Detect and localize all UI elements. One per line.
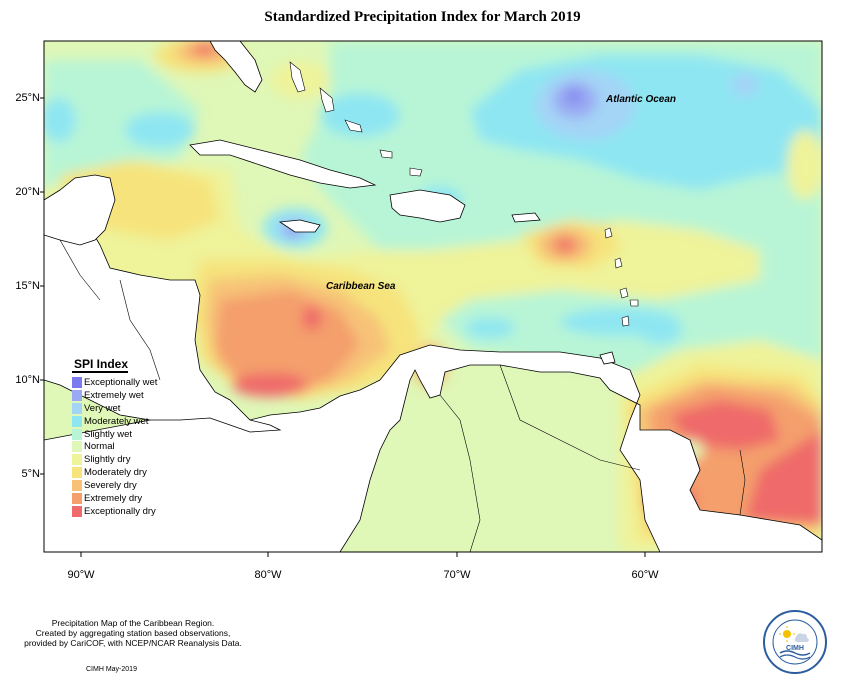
legend-item: Exceptionally wet: [72, 376, 192, 389]
cuba-land: [189, 139, 377, 189]
legend-swatch: [72, 389, 82, 401]
trinidad-land: [599, 351, 616, 365]
extremely-dry-carib: [215, 290, 360, 395]
atlantic-ocean-label: Atlantic Ocean: [606, 94, 677, 105]
lat-tick-25: 25°N: [15, 92, 40, 104]
exceptionally-dry-guianas2: [745, 430, 822, 525]
spi-legend: SPI Index Exceptionally wet Extremely wet…: [72, 355, 192, 518]
legend-swatch: [72, 428, 82, 440]
lat-tick-15: 15°N: [15, 280, 40, 292]
florida-land: [209, 41, 263, 93]
central-america-land: [44, 227, 282, 433]
legend-label: Extremely wet: [84, 389, 144, 401]
moderately-wet-central: [465, 318, 515, 338]
exceptionally-dry-carib2: [302, 306, 322, 330]
country-borders: [59, 239, 746, 552]
legend-label: Very wet: [84, 402, 121, 414]
lon-tick-80: 80°W: [254, 569, 282, 581]
legend-swatch: [72, 402, 82, 414]
moderately-wet-gulf: [44, 98, 76, 142]
legend-item: Normal: [72, 440, 192, 453]
lon-tick-70: 70°W: [443, 569, 471, 581]
legend-title: SPI Index: [72, 357, 129, 373]
legend-swatch: [72, 454, 82, 466]
legend-label: Exceptionally wet: [84, 376, 158, 388]
legend-label: Normal: [84, 441, 115, 453]
legend-item: Severely dry: [72, 479, 192, 492]
footer-line-2: Created by aggregating station based obs…: [35, 628, 231, 638]
moderately-wet-cuba: [125, 112, 195, 148]
cimh-logo: CIMH: [763, 610, 827, 674]
footer-line-1: Precipitation Map of the Caribbean Regio…: [51, 618, 215, 628]
lat-tick-5: 5°N: [21, 468, 40, 480]
moderately-wet-bahamas: [320, 93, 400, 137]
exceptionally-wet-atlantic: [567, 90, 581, 102]
legend-item: Extremely dry: [72, 492, 192, 505]
yucatan-land: [44, 174, 116, 246]
footer-line-3: provided by CariCOF, with NCEP/NCAR Rean…: [24, 638, 242, 648]
legend-label: Severely dry: [84, 480, 137, 492]
legend-label: Exceptionally dry: [84, 505, 156, 517]
legend-item: Moderately dry: [72, 466, 192, 479]
exceptionally-dry-carib: [232, 373, 308, 397]
legend-swatch: [72, 376, 82, 388]
legend-label: Extremely dry: [84, 492, 143, 504]
very-wet-east: [731, 73, 759, 97]
cloud-icon: [794, 633, 809, 642]
legend-item: Moderately wet: [72, 415, 192, 428]
legend-item: Extremely wet: [72, 389, 192, 402]
land-masses: [44, 41, 822, 552]
legend-label: Moderately wet: [84, 415, 149, 427]
legend-swatch: [72, 480, 82, 492]
jamaica-land: [278, 219, 321, 233]
exceptionally-dry-guianas: [670, 400, 780, 450]
map-frame: [43, 40, 823, 553]
footer-credit: CIMH May-2019: [86, 666, 137, 673]
slightly-wet-west: [44, 60, 200, 200]
exceptionally-dry-leewards: [557, 239, 573, 251]
legend-item: Slightly dry: [72, 453, 192, 466]
spi-field: [44, 41, 822, 552]
legend-label: Slightly wet: [84, 428, 133, 440]
legend-swatch: [72, 441, 82, 453]
logo-text: CIMH: [786, 645, 804, 652]
slightly-dry-east: [787, 130, 822, 200]
legend-swatch: [72, 505, 82, 517]
wave-icon: [779, 650, 811, 656]
legend-rows: Exceptionally wet Extremely wet Very wet Mo…: [72, 376, 192, 518]
sun-icon: [783, 630, 791, 638]
hispaniola-land: [389, 189, 466, 223]
exceptionally-dry-florida: [195, 43, 215, 53]
legend-swatch: [72, 467, 82, 479]
legend-swatch: [72, 415, 82, 427]
legend-item: Very wet: [72, 402, 192, 415]
legend-label: Moderately dry: [84, 467, 147, 479]
lat-tick-10: 10°N: [15, 374, 40, 386]
legend-label: Slightly dry: [84, 454, 131, 466]
moderately-wet-lesser: [638, 316, 682, 344]
map-title: Standardized Precipitation Index for Mar…: [264, 9, 581, 25]
small-islands: [289, 61, 639, 327]
puerto-rico-land: [511, 212, 541, 223]
legend-item: Slightly wet: [72, 428, 192, 441]
axis-ticks: [40, 97, 646, 557]
footer-note: Precipitation Map of the Caribbean Regio…: [8, 618, 258, 648]
legend-item: Exceptionally dry: [72, 505, 192, 518]
lon-tick-90: 90°W: [67, 569, 95, 581]
lon-tick-60: 60°W: [631, 569, 659, 581]
lat-tick-20: 20°N: [15, 186, 40, 198]
legend-swatch: [72, 492, 82, 504]
caribbean-sea-label: Caribbean Sea: [326, 281, 396, 292]
